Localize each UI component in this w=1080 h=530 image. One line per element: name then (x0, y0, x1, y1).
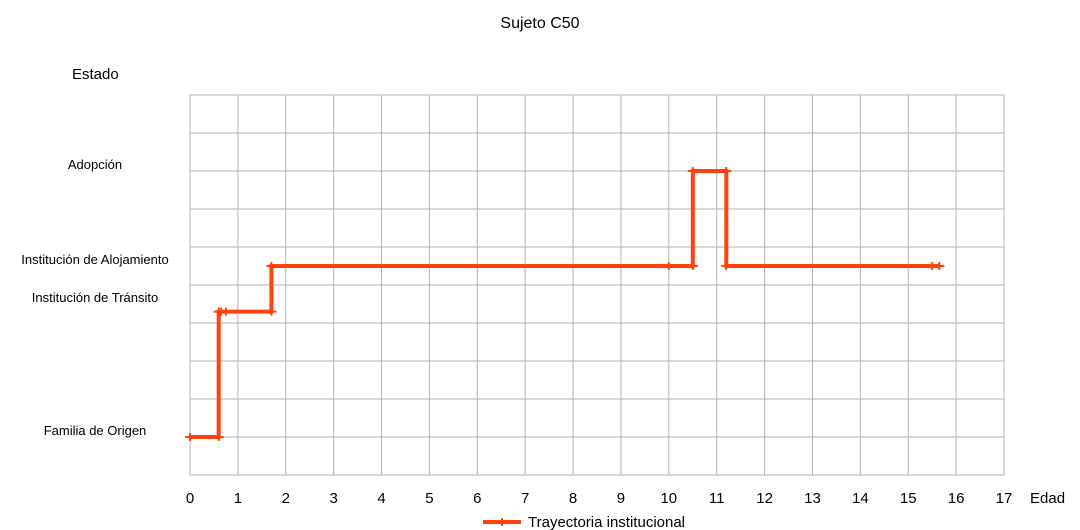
plot-area: 0 1 2 3 4 5 6 7 8 9 10 11 12 13 14 15 16 17 Familia de Or… (21, 94, 1013, 507)
data-point (185, 433, 195, 441)
x-tick-label: 3 (329, 490, 337, 507)
y-category-label: Institución de Alojamiento (21, 252, 168, 267)
x-tick-label: 12 (756, 490, 773, 507)
data-point (220, 307, 231, 316)
x-tick-label: 9 (617, 490, 625, 507)
y-category-label: Institución de Tránsito (32, 290, 158, 305)
y-category-label: Adopción (68, 157, 122, 172)
data-point (687, 262, 698, 270)
y-category-label: Familia de Origen (44, 423, 147, 438)
data-point (721, 262, 732, 270)
x-tick-label: 15 (900, 490, 917, 507)
legend-label: Trayectoria institucional (528, 514, 685, 530)
x-tick-label: 2 (282, 490, 290, 507)
x-tick-label: 10 (660, 490, 677, 507)
x-tick-label: 11 (709, 490, 725, 507)
x-tick-label: 5 (425, 490, 433, 507)
data-point (687, 167, 698, 175)
data-point (721, 167, 732, 175)
x-tick-label: 13 (804, 490, 821, 507)
x-tick-label: 8 (569, 490, 577, 507)
data-point (266, 262, 277, 270)
data-point (663, 262, 674, 270)
x-tick-label: 6 (473, 490, 481, 507)
legend-swatch-marker (497, 518, 507, 526)
series-layer (185, 167, 945, 441)
x-tick-label: 14 (852, 490, 869, 507)
x-axis-title: Edad (1030, 490, 1065, 507)
x-tick-label: 4 (377, 490, 385, 507)
x-tick-label: 17 (996, 490, 1013, 507)
chart-title: Sujeto C50 (500, 15, 579, 32)
x-tick-label: 1 (234, 490, 242, 507)
legend: Trayectoria institucional (483, 514, 685, 530)
plot-border (189, 94, 1005, 476)
y-axis-title: Estado (72, 66, 119, 83)
x-tick-labels: 0 1 2 3 4 5 6 7 8 9 10 11 12 13 14 15 16 17 (186, 490, 1013, 507)
data-point (266, 307, 277, 316)
data-point (934, 262, 945, 270)
x-tick-label: 16 (948, 490, 965, 507)
data-point (213, 433, 224, 441)
x-tick-label: 7 (521, 490, 529, 507)
y-category-labels: Familia de Origen Institución de Tránsito… (21, 157, 168, 438)
x-tick-label: 0 (186, 490, 194, 507)
